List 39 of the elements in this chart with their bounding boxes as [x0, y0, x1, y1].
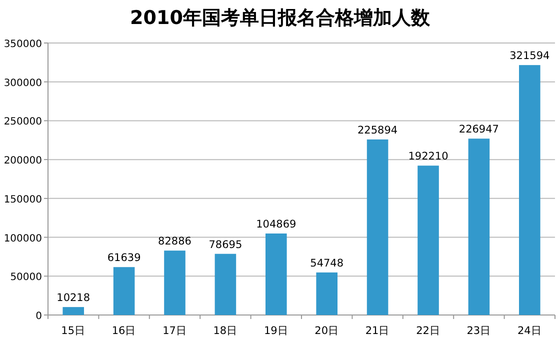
bar — [468, 138, 490, 315]
data-label: 225894 — [358, 124, 398, 136]
y-tick-label: 350000 — [4, 39, 42, 50]
y-tick-label: 100000 — [4, 233, 42, 244]
y-tick-label: 0 — [36, 311, 42, 322]
x-tick-label: 23日 — [466, 325, 492, 337]
bar — [418, 166, 439, 315]
x-tick-label: 16日 — [112, 325, 136, 337]
chart-title: 2010年国考单日报名合格增加人数 — [130, 7, 431, 29]
bar — [366, 139, 388, 315]
data-label: 104869 — [256, 218, 296, 230]
data-label: 82886 — [158, 236, 192, 248]
bar — [62, 307, 84, 315]
y-tick-label: 300000 — [4, 78, 42, 89]
x-tick-label: 17日 — [162, 325, 187, 337]
bar — [266, 234, 287, 315]
x-tick-label: 15日 — [61, 325, 86, 337]
x-tick-label: 19日 — [264, 325, 288, 337]
data-label: 192210 — [408, 150, 448, 163]
y-tick-label: 150000 — [4, 194, 42, 206]
data-label: 78695 — [208, 238, 242, 251]
x-tick-label: 24日 — [517, 325, 542, 337]
y-tick-label: 250000 — [4, 116, 42, 128]
bar — [519, 65, 540, 315]
x-tick-label: 20日 — [314, 325, 340, 337]
data-label: 10218 — [56, 292, 90, 304]
y-tick-label: 200000 — [4, 156, 42, 167]
data-label: 226947 — [458, 124, 499, 136]
data-label: 321594 — [510, 50, 550, 62]
data-label: 54748 — [310, 257, 344, 270]
y-tick-label: 50000 — [10, 272, 42, 284]
x-tick-label: 22日 — [416, 325, 440, 337]
x-tick-label: 21日 — [365, 325, 390, 337]
bar — [113, 267, 135, 315]
bar — [164, 250, 186, 315]
bar — [214, 254, 236, 315]
x-tick-label: 18日 — [213, 325, 238, 337]
bar — [316, 272, 338, 315]
data-label: 61639 — [107, 252, 141, 264]
